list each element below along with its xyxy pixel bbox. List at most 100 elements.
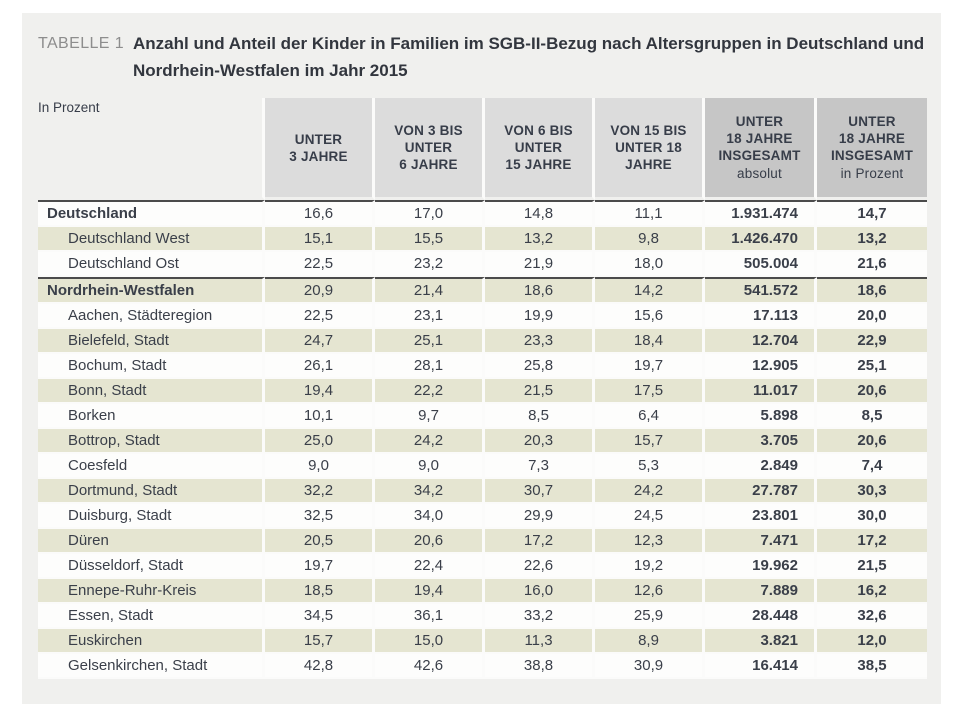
table-cell: 22,5	[265, 304, 375, 329]
row-label: Deutschland	[38, 200, 265, 227]
table-cell: 29,9	[485, 504, 595, 529]
row-label: Euskirchen	[38, 629, 265, 654]
table-row: Dortmund, Stadt 32,2 34,2 30,7 24,2 27.787 30,…	[38, 479, 927, 504]
table-row: Essen, Stadt 34,5 36,1 33,2 25,9 28.448 32,6	[38, 604, 927, 629]
table-cell: 42,6	[375, 654, 485, 679]
table-cell: 15,0	[375, 629, 485, 654]
table-cell: 30,7	[485, 479, 595, 504]
table-cell: 5.898	[705, 404, 817, 429]
table-cell: 18,6	[817, 277, 927, 304]
table-cell: 24,2	[595, 479, 705, 504]
table-cell: 16.414	[705, 654, 817, 679]
table-cell: 11,1	[595, 200, 705, 227]
table-body: Deutschland 16,6 17,0 14,8 11,1 1.931.474 14,7…	[38, 200, 927, 679]
column-header: VON 6 BIS UNTER 15 JAHRE	[485, 98, 595, 200]
table-cell: 21,5	[485, 379, 595, 404]
table-cell: 19,9	[485, 304, 595, 329]
table-cell: 20,0	[817, 304, 927, 329]
table-cell: 9,7	[375, 404, 485, 429]
table-cell: 17,0	[375, 200, 485, 227]
table-cell: 38,5	[817, 654, 927, 679]
table-cell: 38,8	[485, 654, 595, 679]
table-cell: 22,2	[375, 379, 485, 404]
row-label: Nordrhein-Westfalen	[38, 277, 265, 304]
table-cell: 541.572	[705, 277, 817, 304]
table-cell: 18,6	[485, 277, 595, 304]
table-cell: 8,5	[817, 404, 927, 429]
table-cell: 8,9	[595, 629, 705, 654]
table-cell: 15,5	[375, 227, 485, 252]
table-cell: 32,6	[817, 604, 927, 629]
table-cell: 28,1	[375, 354, 485, 379]
table-cell: 32,5	[265, 504, 375, 529]
table-cell: 12,6	[595, 579, 705, 604]
table-row: Duisburg, Stadt 32,5 34,0 29,9 24,5 23.801 30,…	[38, 504, 927, 529]
table-cell: 18,4	[595, 329, 705, 354]
table-cell: 12.905	[705, 354, 817, 379]
table-cell: 19,7	[595, 354, 705, 379]
table-cell: 18,0	[595, 252, 705, 277]
table-cell: 10,1	[265, 404, 375, 429]
table-row: Bonn, Stadt 19,4 22,2 21,5 17,5 11.017 20,6	[38, 379, 927, 404]
table-cell: 19,2	[595, 554, 705, 579]
column-header: VON 3 BIS UNTER 6 JAHRE	[375, 98, 485, 200]
row-label: Duisburg, Stadt	[38, 504, 265, 529]
table-cell: 22,4	[375, 554, 485, 579]
table-row: Euskirchen 15,7 15,0 11,3 8,9 3.821 12,0	[38, 629, 927, 654]
column-header: UNTER 3 JAHRE	[265, 98, 375, 200]
table-cell: 23,1	[375, 304, 485, 329]
table-cell: 42,8	[265, 654, 375, 679]
table-cell: 26,1	[265, 354, 375, 379]
table-cell: 16,0	[485, 579, 595, 604]
report-panel: TABELLE 1 Anzahl und Anteil der Kinder i…	[22, 13, 941, 704]
table-cell: 13,2	[485, 227, 595, 252]
table-cell: 25,9	[595, 604, 705, 629]
table-cell: 12,3	[595, 529, 705, 554]
row-label: Bielefeld, Stadt	[38, 329, 265, 354]
table-row: Düsseldorf, Stadt 19,7 22,4 22,6 19,2 19.962 2…	[38, 554, 927, 579]
table-cell: 15,6	[595, 304, 705, 329]
table-cell: 17,2	[485, 529, 595, 554]
row-label: Essen, Stadt	[38, 604, 265, 629]
table-cell: 19,4	[265, 379, 375, 404]
table-cell: 15,7	[265, 629, 375, 654]
row-label: Ennepe-Ruhr-Kreis	[38, 579, 265, 604]
header-row: In Prozent UNTER 3 JAHRE VON 3 BIS UNTER …	[38, 98, 927, 200]
table-row: Nordrhein-Westfalen 20,9 21,4 18,6 14,2 541.5…	[38, 277, 927, 304]
row-label: Borken	[38, 404, 265, 429]
table-cell: 24,2	[375, 429, 485, 454]
row-label: Coesfeld	[38, 454, 265, 479]
table-cell: 2.849	[705, 454, 817, 479]
table-cell: 5,3	[595, 454, 705, 479]
table-cell: 19,7	[265, 554, 375, 579]
table-cell: 23.801	[705, 504, 817, 529]
table-cell: 25,0	[265, 429, 375, 454]
table-cell: 7,3	[485, 454, 595, 479]
table-cell: 17,2	[817, 529, 927, 554]
table-row: Aachen, Städteregion 22,5 23,1 19,9 15,6 17.1…	[38, 304, 927, 329]
table-cell: 19.962	[705, 554, 817, 579]
row-label: Bottrop, Stadt	[38, 429, 265, 454]
table-cell: 34,5	[265, 604, 375, 629]
table-row: Bielefeld, Stadt 24,7 25,1 23,3 18,4 12.704 22…	[38, 329, 927, 354]
row-label: Dortmund, Stadt	[38, 479, 265, 504]
table-row: Deutschland West 15,1 15,5 13,2 9,8 1.426.470…	[38, 227, 927, 252]
row-label: Bonn, Stadt	[38, 379, 265, 404]
table-cell: 1.426.470	[705, 227, 817, 252]
table-cell: 13,2	[817, 227, 927, 252]
table-cell: 3.705	[705, 429, 817, 454]
unit-label: In Prozent	[38, 98, 265, 200]
table-cell: 30,3	[817, 479, 927, 504]
table-cell: 14,7	[817, 200, 927, 227]
table-cell: 14,8	[485, 200, 595, 227]
table-cell: 1.931.474	[705, 200, 817, 227]
table-tag: TABELLE 1	[38, 35, 125, 52]
table-cell: 21,9	[485, 252, 595, 277]
table-cell: 21,5	[817, 554, 927, 579]
table-cell: 9,0	[375, 454, 485, 479]
table-cell: 11.017	[705, 379, 817, 404]
table-cell: 7.889	[705, 579, 817, 604]
table-cell: 36,1	[375, 604, 485, 629]
table-cell: 16,2	[817, 579, 927, 604]
table-cell: 28.448	[705, 604, 817, 629]
